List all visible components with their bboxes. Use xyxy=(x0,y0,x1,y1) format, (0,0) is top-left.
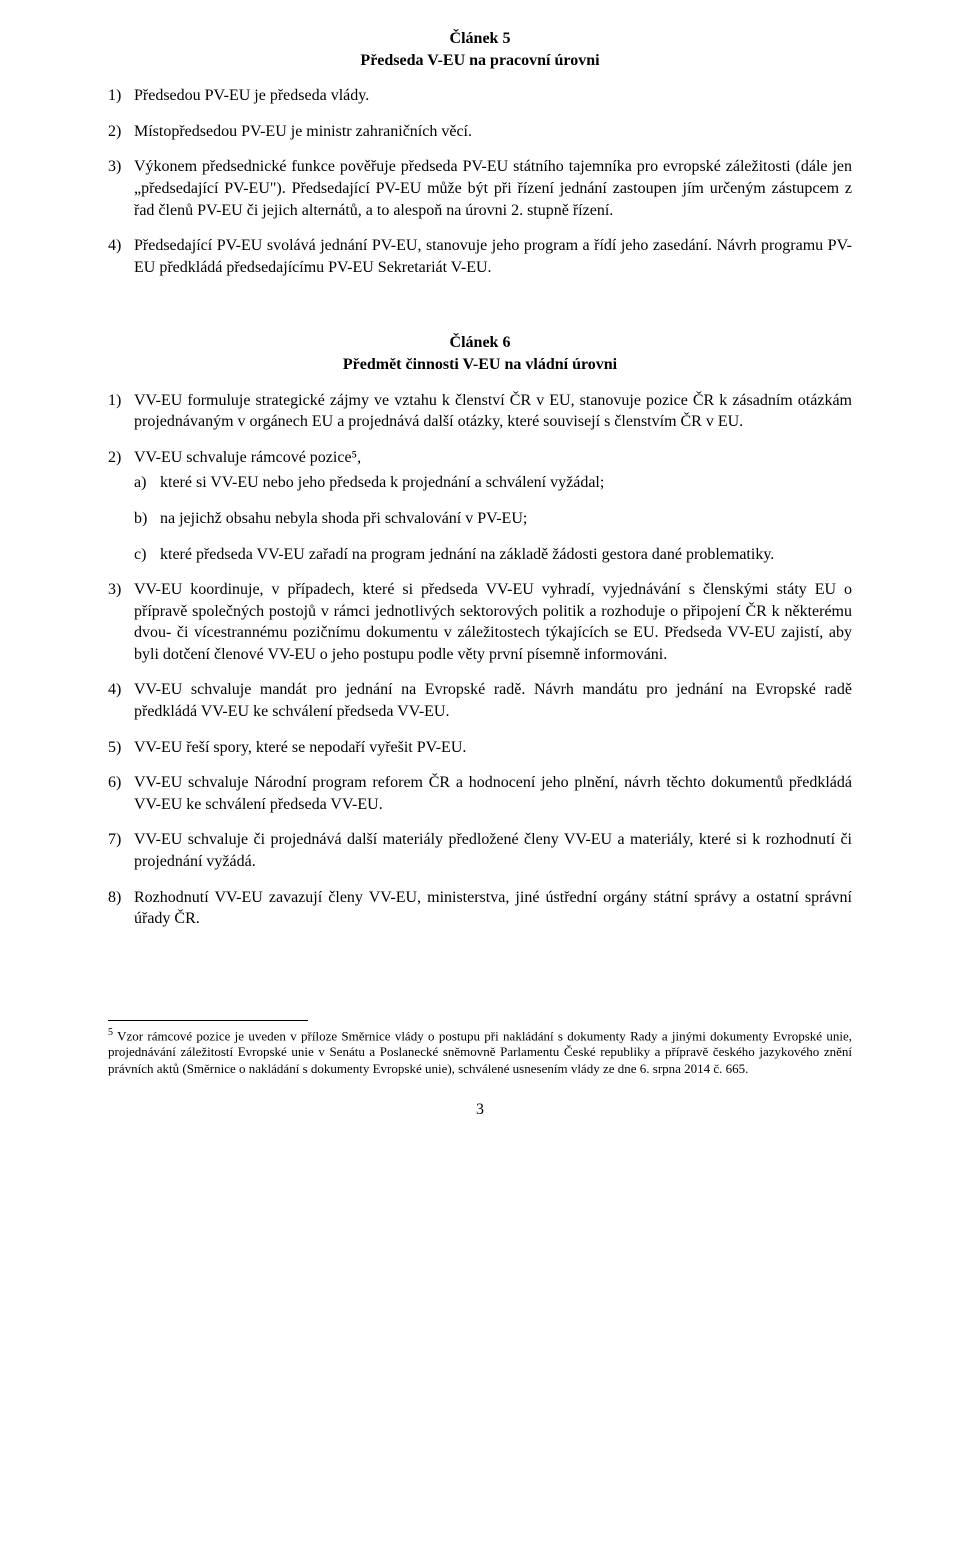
list-number: 8) xyxy=(108,887,134,930)
sub-list-number: a) xyxy=(134,472,160,494)
list-number: 4) xyxy=(108,679,134,722)
list-text: VV-EU schvaluje rámcové pozice⁵, xyxy=(134,447,852,469)
sub-list-text: které si VV-EU nebo jeho předseda k proj… xyxy=(160,472,852,494)
list-number: 3) xyxy=(108,156,134,221)
footnote-text: Vzor rámcové pozice je uveden v příloze … xyxy=(108,1028,852,1076)
list-item: 3) Výkonem předsednické funkce pověřuje … xyxy=(108,156,852,221)
list-text: VV-EU schvaluje či projednává další mate… xyxy=(134,829,852,872)
list-text: Předsedou PV-EU je předseda vlády. xyxy=(134,85,852,107)
list-item: 7) VV-EU schvaluje či projednává další m… xyxy=(108,829,852,872)
list-text: Rozhodnutí VV-EU zavazují členy VV-EU, m… xyxy=(134,887,852,930)
article-6-subtitle: Předmět činnosti V-EU na vládní úrovni xyxy=(108,354,852,376)
footnote-marker: 5 xyxy=(108,1027,113,1038)
article-5-list: 1) Předsedou PV-EU je předseda vlády. 2)… xyxy=(108,85,852,278)
list-item: 1) VV-EU formuluje strategické zájmy ve … xyxy=(108,390,852,433)
list-text: Místopředsedou PV-EU je ministr zahranič… xyxy=(134,121,852,143)
list-number: 2) xyxy=(108,121,134,143)
footnote-separator xyxy=(108,1020,308,1021)
article-6-list: 1) VV-EU formuluje strategické zájmy ve … xyxy=(108,390,852,930)
list-text: VV-EU formuluje strategické zájmy ve vzt… xyxy=(134,390,852,433)
list-number: 5) xyxy=(108,737,134,759)
list-number: 7) xyxy=(108,829,134,872)
list-text: VV-EU řeší spory, které se nepodaří vyře… xyxy=(134,737,852,759)
sub-list-number: c) xyxy=(134,544,160,566)
page-number: 3 xyxy=(108,1099,852,1121)
list-text: VV-EU schvaluje Národní program reforem … xyxy=(134,772,852,815)
list-item: 6) VV-EU schvaluje Národní program refor… xyxy=(108,772,852,815)
sub-list-text: na jejichž obsahu nebyla shoda při schva… xyxy=(160,508,852,530)
list-number: 4) xyxy=(108,235,134,278)
list-item: 4) Předsedající PV-EU svolává jednání PV… xyxy=(108,235,852,278)
list-text: Předsedající PV-EU svolává jednání PV-EU… xyxy=(134,235,852,278)
list-item: 3) VV-EU koordinuje, v případech, které … xyxy=(108,579,852,665)
article-5-title: Článek 5 xyxy=(108,28,852,50)
list-text: Výkonem předsednické funkce pověřuje pře… xyxy=(134,156,852,221)
list-item: 1) Předsedou PV-EU je předseda vlády. xyxy=(108,85,852,107)
footnote: 5 Vzor rámcové pozice je uveden v příloz… xyxy=(108,1027,852,1077)
list-item: 4) VV-EU schvaluje mandát pro jednání na… xyxy=(108,679,852,722)
list-number: 6) xyxy=(108,772,134,815)
list-number: 3) xyxy=(108,579,134,665)
sub-list-text: které předseda VV-EU zařadí na program j… xyxy=(160,544,852,566)
list-item: 5) VV-EU řeší spory, které se nepodaří v… xyxy=(108,737,852,759)
list-text: VV-EU schvaluje mandát pro jednání na Ev… xyxy=(134,679,852,722)
list-number: 1) xyxy=(108,85,134,107)
article-5-subtitle: Předseda V-EU na pracovní úrovni xyxy=(108,50,852,72)
sub-list-item: c) které předseda VV-EU zařadí na progra… xyxy=(134,544,852,566)
article-6-title: Článek 6 xyxy=(108,332,852,354)
article-5-header: Článek 5 Předseda V-EU na pracovní úrovn… xyxy=(108,28,852,71)
sub-list-item: b) na jejichž obsahu nebyla shoda při sc… xyxy=(134,508,852,530)
article-6-header: Článek 6 Předmět činnosti V-EU na vládní… xyxy=(108,332,852,375)
list-item: 2) VV-EU schvaluje rámcové pozice⁵, xyxy=(108,447,852,469)
list-item: 2) Místopředsedou PV-EU je ministr zahra… xyxy=(108,121,852,143)
section-gap xyxy=(108,292,852,332)
list-number: 1) xyxy=(108,390,134,433)
list-number: 2) xyxy=(108,447,134,469)
sub-list-number: b) xyxy=(134,508,160,530)
sub-list-item: a) které si VV-EU nebo jeho předseda k p… xyxy=(134,472,852,494)
list-item: 8) Rozhodnutí VV-EU zavazují členy VV-EU… xyxy=(108,887,852,930)
list-text: VV-EU koordinuje, v případech, které si … xyxy=(134,579,852,665)
